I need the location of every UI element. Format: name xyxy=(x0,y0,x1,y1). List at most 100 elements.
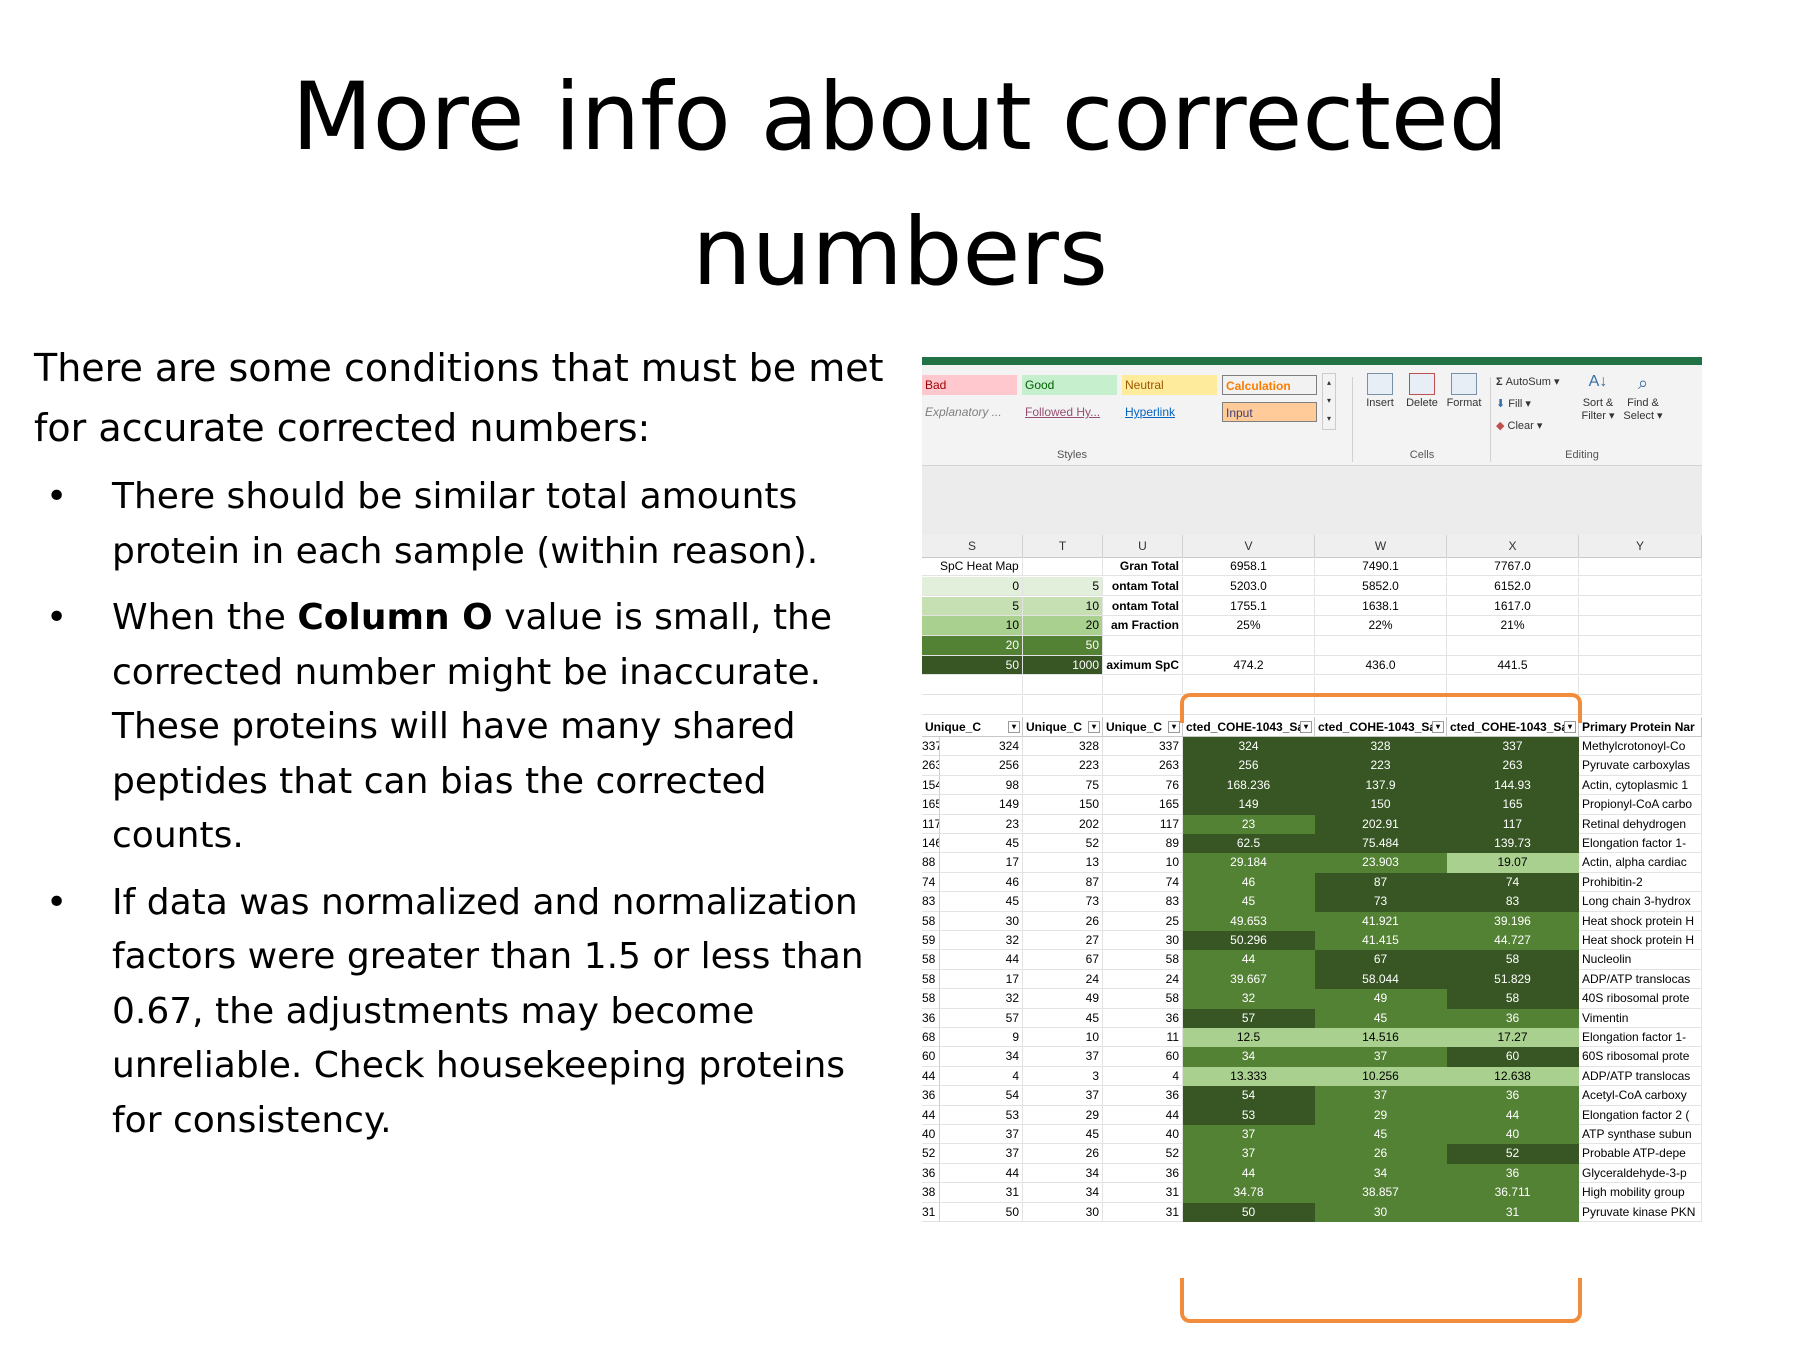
table-cell[interactable]: 37 xyxy=(1023,1047,1103,1067)
table-cell[interactable]: 40 xyxy=(1103,1125,1183,1145)
corrected-value-cell[interactable]: 19.07 xyxy=(1447,853,1579,873)
protein-name-cell[interactable]: ATP synthase subun xyxy=(1579,1125,1702,1145)
corrected-value-cell[interactable]: 17.27 xyxy=(1447,1028,1579,1048)
empty-cell[interactable] xyxy=(1579,557,1702,577)
summary-label-cell[interactable]: Gran Total xyxy=(1103,557,1183,577)
protein-name-cell[interactable]: Pyruvate carboxylas xyxy=(1579,756,1702,776)
corrected-value-cell[interactable]: 51.829 xyxy=(1447,969,1579,990)
heatmap-s-cell[interactable]: 20 xyxy=(922,636,1023,656)
table-cell[interactable]: 17 xyxy=(940,969,1023,990)
corrected-value-cell[interactable]: 45 xyxy=(1183,892,1315,912)
heatmap-t-cell[interactable]: 1000 xyxy=(1023,656,1103,676)
table-cell[interactable]: 52 xyxy=(922,1144,940,1164)
corrected-value-cell[interactable]: 263 xyxy=(1447,756,1579,776)
style-good[interactable]: Good xyxy=(1022,375,1117,395)
empty-cell[interactable] xyxy=(922,695,1023,715)
style-calculation[interactable]: Calculation xyxy=(1222,375,1317,395)
corrected-value-cell[interactable]: 26 xyxy=(1315,1144,1447,1164)
style-neutral[interactable]: Neutral xyxy=(1122,375,1217,395)
table-cell[interactable]: 44 xyxy=(940,950,1023,970)
heatmap-s-cell[interactable]: 0 xyxy=(922,576,1023,597)
table-cell[interactable]: 27 xyxy=(1023,931,1103,951)
corrected-value-cell[interactable]: 223 xyxy=(1315,756,1447,776)
table-cell[interactable]: 149 xyxy=(940,795,1023,815)
table-cell[interactable]: 60 xyxy=(1103,1047,1183,1067)
table-column-header[interactable]: cted_COHE-1043_Sa ▾ xyxy=(1183,717,1315,737)
insert-button[interactable]: Insert xyxy=(1360,373,1400,409)
corrected-value-cell[interactable]: 46 xyxy=(1183,872,1315,893)
corrected-value-cell[interactable]: 337 xyxy=(1447,737,1579,757)
corrected-value-cell[interactable]: 83 xyxy=(1447,892,1579,912)
empty-cell[interactable] xyxy=(1579,656,1702,676)
corrected-value-cell[interactable]: 40 xyxy=(1447,1125,1579,1145)
corrected-value-cell[interactable]: 44.727 xyxy=(1447,931,1579,951)
empty-cell[interactable] xyxy=(1023,557,1103,577)
protein-name-cell[interactable]: Vimentin xyxy=(1579,1008,1702,1028)
protein-name-cell[interactable]: Prohibitin-2 xyxy=(1579,872,1702,893)
column-header-t[interactable]: T xyxy=(1023,535,1103,557)
table-cell[interactable]: 44 xyxy=(1103,1105,1183,1125)
summary-w-cell[interactable]: 436.0 xyxy=(1315,656,1447,676)
corrected-value-cell[interactable]: 38.857 xyxy=(1315,1183,1447,1203)
corrected-value-cell[interactable]: 37 xyxy=(1315,1086,1447,1106)
empty-cell[interactable] xyxy=(1315,695,1447,715)
table-cell[interactable]: 75 xyxy=(1023,775,1103,796)
table-cell[interactable]: 17 xyxy=(940,853,1023,873)
table-cell[interactable]: 32 xyxy=(940,931,1023,951)
column-header-u[interactable]: U xyxy=(1103,535,1183,557)
table-cell[interactable]: 57 xyxy=(940,1008,1023,1028)
protein-name-cell[interactable]: Elongation factor 1- xyxy=(1579,1028,1702,1048)
corrected-value-cell[interactable]: 10.256 xyxy=(1315,1066,1447,1087)
filter-dropdown-icon[interactable]: ▾ xyxy=(1564,721,1576,733)
table-cell[interactable]: 74 xyxy=(922,872,940,893)
table-cell[interactable]: 83 xyxy=(922,892,940,912)
gallery-scroll[interactable]: ▴ ▾ ▾ xyxy=(1322,373,1336,430)
table-cell[interactable]: 49 xyxy=(1023,989,1103,1009)
table-column-header[interactable]: Unique_C ▾ xyxy=(1103,717,1183,737)
corrected-value-cell[interactable]: 117 xyxy=(1447,814,1579,834)
column-header-w[interactable]: W xyxy=(1315,535,1447,557)
table-cell[interactable]: 25 xyxy=(1103,911,1183,931)
summary-label-cell[interactable]: am Fraction xyxy=(1103,616,1183,636)
corrected-value-cell[interactable]: 324 xyxy=(1183,737,1315,757)
table-cell[interactable]: 58 xyxy=(1103,950,1183,970)
corrected-value-cell[interactable]: 50 xyxy=(1183,1202,1315,1222)
heatmap-t-cell[interactable]: 50 xyxy=(1023,636,1103,656)
table-column-header[interactable]: cted_COHE-1043_Sa ▾ xyxy=(1447,717,1579,737)
summary-x-cell[interactable]: 441.5 xyxy=(1447,656,1579,676)
table-cell[interactable]: 36 xyxy=(922,1086,940,1106)
style-followed-hyperlink[interactable]: Followed Hy... xyxy=(1025,405,1101,419)
protein-name-cell[interactable]: ADP/ATP translocas xyxy=(1579,1066,1702,1087)
table-column-header[interactable]: Primary Protein Nar xyxy=(1579,717,1702,737)
protein-name-cell[interactable]: Elongation factor 1- xyxy=(1579,834,1702,854)
empty-cell[interactable] xyxy=(1103,675,1183,696)
table-cell[interactable]: 117 xyxy=(922,814,940,834)
corrected-value-cell[interactable]: 36 xyxy=(1447,1008,1579,1028)
corrected-value-cell[interactable]: 57 xyxy=(1183,1008,1315,1028)
empty-cell[interactable] xyxy=(1579,576,1702,597)
corrected-value-cell[interactable]: 41.415 xyxy=(1315,931,1447,951)
corrected-value-cell[interactable]: 52 xyxy=(1447,1144,1579,1164)
heatmap-s-cell[interactable]: 5 xyxy=(922,596,1023,616)
corrected-value-cell[interactable]: 256 xyxy=(1183,756,1315,776)
table-cell[interactable]: 37 xyxy=(940,1125,1023,1145)
table-cell[interactable]: 13 xyxy=(1023,853,1103,873)
corrected-value-cell[interactable]: 53 xyxy=(1183,1105,1315,1125)
summary-label-cell[interactable] xyxy=(1103,636,1183,656)
summary-w-cell[interactable]: 7490.1 xyxy=(1315,557,1447,577)
filter-dropdown-icon[interactable]: ▾ xyxy=(1088,721,1100,733)
table-cell[interactable]: 54 xyxy=(940,1086,1023,1106)
corrected-value-cell[interactable]: 58 xyxy=(1447,950,1579,970)
table-cell[interactable]: 74 xyxy=(1103,872,1183,893)
protein-name-cell[interactable]: Elongation factor 2 ( xyxy=(1579,1105,1702,1125)
table-cell[interactable]: 23 xyxy=(940,814,1023,834)
corrected-value-cell[interactable]: 12.638 xyxy=(1447,1066,1579,1087)
corrected-value-cell[interactable]: 165 xyxy=(1447,795,1579,815)
corrected-value-cell[interactable]: 36 xyxy=(1447,1086,1579,1106)
empty-cell[interactable] xyxy=(1023,695,1103,715)
table-cell[interactable]: 44 xyxy=(922,1066,940,1087)
protein-name-cell[interactable]: Propionyl-CoA carbo xyxy=(1579,795,1702,815)
style-explanatory[interactable]: Explanatory ... xyxy=(925,405,1002,419)
table-cell[interactable]: 150 xyxy=(1023,795,1103,815)
protein-name-cell[interactable]: Actin, alpha cardiac xyxy=(1579,853,1702,873)
